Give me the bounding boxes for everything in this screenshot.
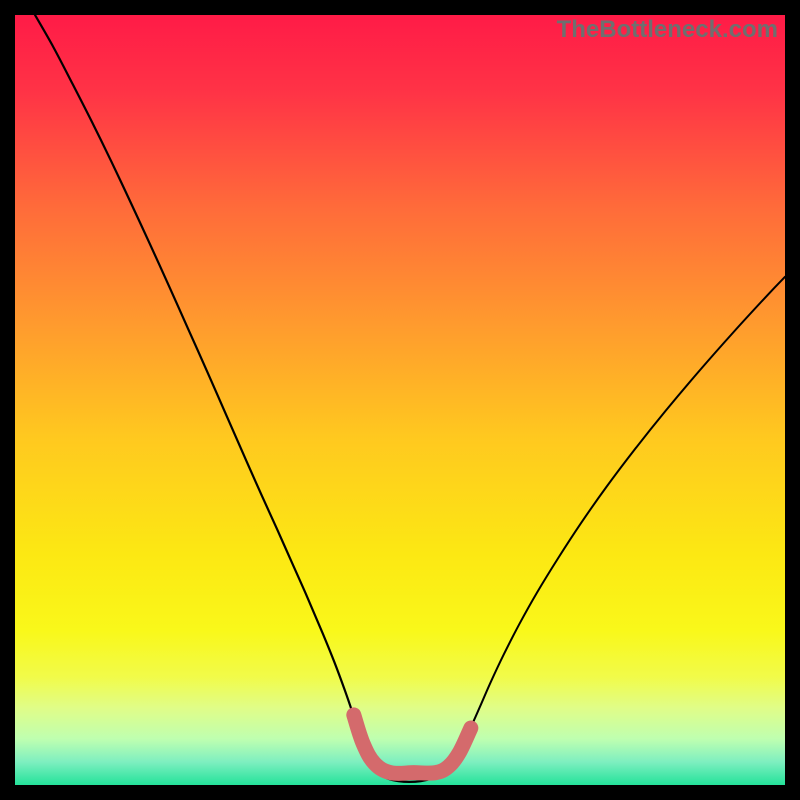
bottleneck-marker	[354, 715, 471, 773]
plot-area	[15, 15, 785, 785]
chart-container: TheBottleneck.com	[0, 0, 800, 800]
left-curve	[35, 15, 452, 782]
curve-layer	[15, 15, 785, 785]
watermark-text: TheBottleneck.com	[557, 16, 778, 44]
right-curve	[452, 277, 785, 764]
